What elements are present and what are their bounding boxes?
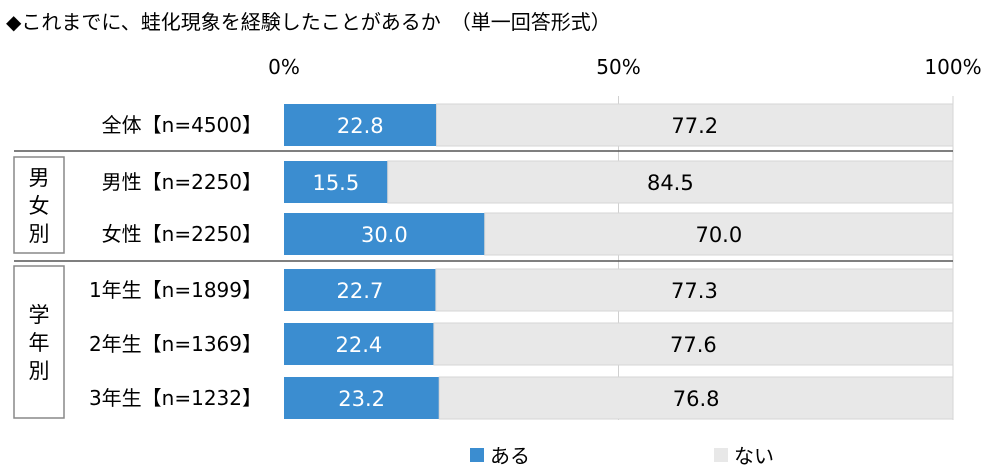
bar-nai <box>484 212 954 256</box>
legend-item-nai: ない <box>714 440 774 469</box>
group-label-char: 別 <box>29 359 50 383</box>
data-label: 15.5 <box>312 171 359 195</box>
data-label: 22.8 <box>337 114 384 138</box>
category-label: 2年生【n=1369】 <box>89 332 262 356</box>
category-label: 1年生【n=1899】 <box>89 278 262 302</box>
category-label: 男性【n=2250】 <box>102 170 262 194</box>
bar-aru <box>284 269 436 311</box>
data-label: 30.0 <box>361 223 408 247</box>
data-label: 22.4 <box>336 333 383 357</box>
group-label-char: 男 <box>29 166 50 190</box>
bar-nai <box>438 376 954 420</box>
x-tick-label: 50% <box>596 55 640 79</box>
data-label: 22.7 <box>337 279 384 303</box>
group-label-char: 女 <box>29 194 50 218</box>
bar-nai <box>435 268 954 312</box>
x-tick-label: 0% <box>268 55 300 79</box>
bar-nai <box>436 103 954 147</box>
data-label: 77.2 <box>671 114 718 138</box>
group-label-char: 年 <box>29 331 50 355</box>
category-label: 全体【n=4500】 <box>102 113 262 137</box>
bar-aru <box>284 323 434 365</box>
legend-swatch-nai <box>714 447 728 462</box>
bar-nai <box>433 322 954 366</box>
data-label: 70.0 <box>695 223 742 247</box>
data-label: 76.8 <box>673 387 720 411</box>
x-tick-label: 100% <box>924 55 981 79</box>
legend-swatch-aru <box>470 447 484 462</box>
bar-aru <box>284 377 440 419</box>
group-box <box>13 156 65 254</box>
bar-aru <box>284 104 437 146</box>
category-label: 女性【n=2250】 <box>102 222 262 246</box>
group-label-char: 別 <box>29 222 50 246</box>
group-box <box>13 265 65 419</box>
legend-label-nai: ない <box>734 444 774 468</box>
bar-nai <box>387 160 954 204</box>
data-label: 77.6 <box>670 333 717 357</box>
legend-item-aru: ある <box>470 440 530 469</box>
group-label-char: 学 <box>29 303 50 327</box>
data-label: 77.3 <box>671 279 718 303</box>
bar-aru <box>284 161 388 203</box>
legend-label-aru: ある <box>490 444 530 468</box>
bar-aru <box>284 213 485 255</box>
data-label: 23.2 <box>338 387 385 411</box>
chart-title: ◆これまでに、蛙化現象を経験したことがあるか （単一回答形式） <box>6 10 611 34</box>
category-label: 3年生【n=1232】 <box>89 386 262 410</box>
data-label: 84.5 <box>647 171 694 195</box>
